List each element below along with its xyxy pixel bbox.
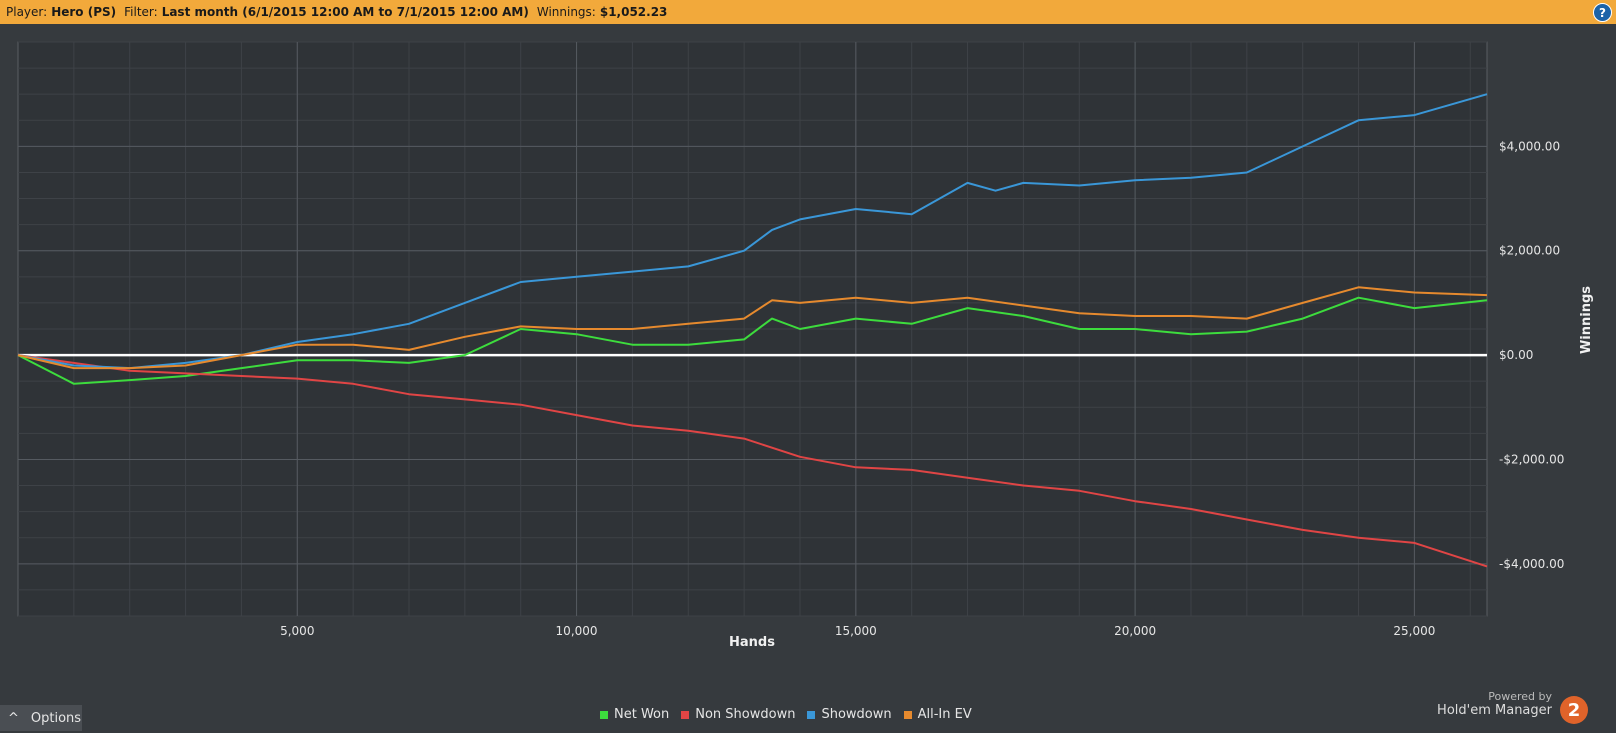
y-axis-ticks: $4,000.00 $2,000.00 $0.00 -$2,000.00 -$4,000…: [1499, 139, 1564, 570]
legend-label: All-In EV: [917, 707, 972, 722]
brand-name: Hold'em Manager: [1437, 703, 1552, 718]
options-label: Options: [30, 710, 82, 726]
legend-swatch: [600, 710, 608, 719]
chevron-up-icon: ^: [8, 710, 19, 726]
winnings-value: $1,052.23: [599, 5, 668, 19]
legend-item[interactable]: All-In EV: [903, 707, 972, 722]
legend-swatch: [903, 710, 912, 719]
chart-grid: [17, 41, 1488, 617]
legend-swatch: [807, 710, 816, 719]
series-line-showdown: [17, 93, 1488, 370]
legend-label: Showdown: [821, 707, 892, 722]
powered-by-text: Powered by: [1488, 690, 1552, 703]
brand-badge: 2: [1560, 696, 1588, 724]
x-tick-label: 25,000: [1393, 624, 1435, 638]
legend-label: Non Showdown: [695, 707, 796, 722]
legend-item[interactable]: Net Won: [600, 707, 669, 722]
options-button[interactable]: ^ Options: [0, 705, 82, 731]
legend-label: Net Won: [614, 707, 670, 722]
y-axis-label: Winnings: [1579, 286, 1594, 354]
series-line-all-in-ev: [17, 286, 1488, 370]
help-icon[interactable]: ?: [1593, 3, 1612, 22]
legend-item[interactable]: Showdown: [807, 707, 892, 722]
legend-swatch: [681, 710, 690, 719]
player-value[interactable]: Hero (PS): [51, 5, 117, 19]
winnings-label: Winnings:: [536, 5, 596, 19]
x-tick-label: 20,000: [1114, 624, 1156, 638]
filter-bar: Player: Hero (PS) Filter: Last month (6/…: [0, 0, 1616, 24]
y-tick-label: $4,000.00: [1499, 139, 1560, 153]
x-tick-label: 15,000: [835, 624, 877, 638]
y-tick-label: $0.00: [1499, 348, 1533, 362]
x-axis-ticks: 5,000 10,000 15,000 20,000 25,000: [280, 624, 1435, 638]
player-label: Player:: [6, 5, 48, 19]
y-tick-label: $2,000.00: [1499, 244, 1560, 258]
x-axis-label: Hands: [729, 635, 775, 650]
legend-item[interactable]: Non Showdown: [681, 707, 795, 722]
x-tick-label: 5,000: [280, 624, 314, 638]
x-tick-label: 10,000: [556, 624, 598, 638]
winnings-chart[interactable]: 5,000 10,000 15,000 20,000 25,000 $4,000.00$…: [0, 24, 1616, 704]
y-tick-label: -$4,000.00: [1499, 557, 1564, 571]
chart-legend: Net Won Non Showdown Showdown All-In EV: [600, 707, 972, 722]
brand: Powered by Hold'em Manager: [1437, 690, 1552, 718]
chart-series: [17, 93, 1488, 568]
y-tick-label: -$2,000.00: [1499, 452, 1564, 466]
filter-label: Filter:: [124, 5, 158, 19]
filter-value[interactable]: Last month (6/1/2015 12:00 AM to 7/1/201…: [161, 5, 529, 19]
series-line-non-showdown: [17, 354, 1488, 568]
series-line-net-won: [17, 296, 1488, 385]
